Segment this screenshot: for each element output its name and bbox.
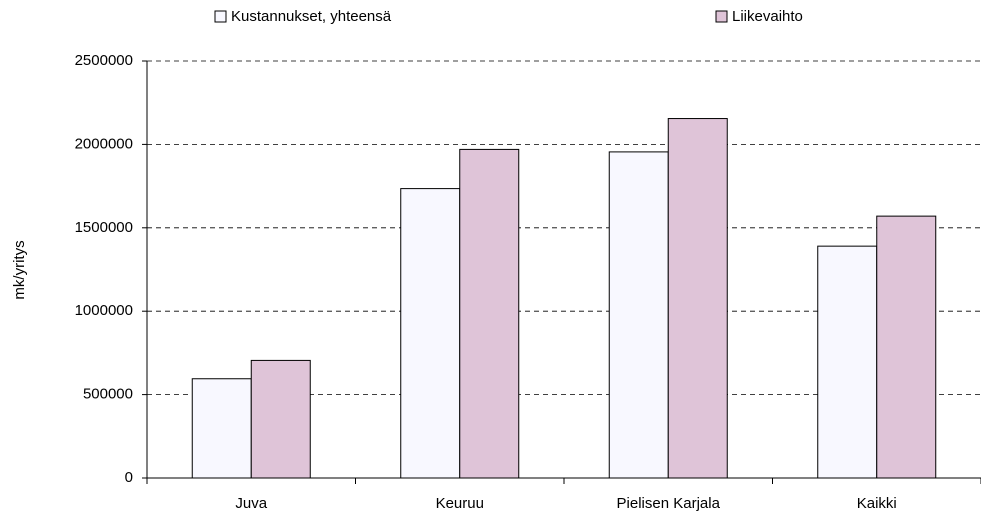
bar bbox=[876, 215, 937, 479]
x-tick-label: Juva bbox=[235, 495, 267, 512]
legend-swatch bbox=[715, 10, 728, 23]
bar bbox=[608, 151, 669, 479]
legend-label: Liikevaihto bbox=[732, 8, 803, 25]
bar bbox=[817, 245, 878, 479]
y-tick-label: 1000000 bbox=[75, 302, 133, 319]
bar bbox=[191, 378, 252, 479]
y-tick-label: 2000000 bbox=[75, 135, 133, 152]
bar bbox=[667, 118, 728, 479]
y-tick-label: 0 bbox=[125, 469, 133, 486]
x-tick-label: Keuruu bbox=[436, 495, 484, 512]
y-axis-label: mk/yritys bbox=[11, 240, 28, 299]
bar bbox=[250, 359, 311, 479]
y-tick-label: 500000 bbox=[83, 386, 133, 403]
bar bbox=[400, 188, 461, 479]
y-tick-label: 1500000 bbox=[75, 219, 133, 236]
legend-label: Kustannukset, yhteensä bbox=[231, 8, 392, 25]
x-tick-label: Kaikki bbox=[857, 495, 897, 512]
bar bbox=[459, 148, 520, 479]
legend-swatch bbox=[214, 10, 227, 23]
y-tick-label: 2500000 bbox=[75, 52, 133, 69]
x-tick-label: Pielisen Karjala bbox=[617, 495, 721, 512]
